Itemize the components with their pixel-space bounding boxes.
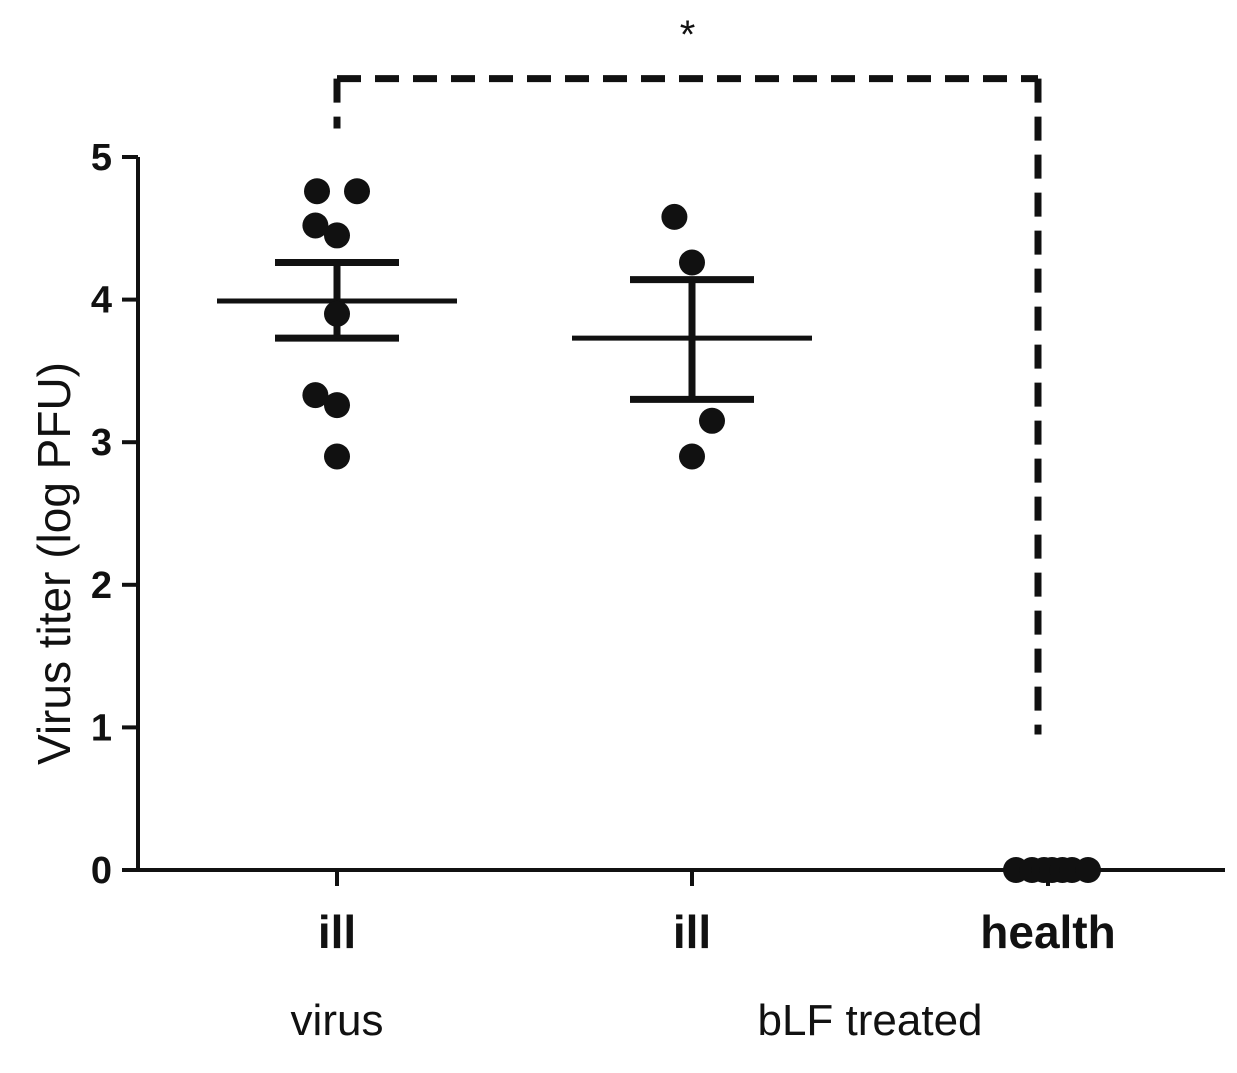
x-tick-label: ill <box>318 906 356 958</box>
data-point <box>324 300 350 327</box>
data-point <box>324 392 350 419</box>
data-point <box>324 443 350 470</box>
data-point <box>344 178 370 205</box>
data-point <box>699 407 725 434</box>
y-axis-title: Virus titer (log PFU) <box>28 362 80 765</box>
y-tick-label: 2 <box>91 565 112 607</box>
data-point <box>1075 857 1101 883</box>
group-label: virus <box>291 996 384 1045</box>
y-tick-label: 1 <box>91 707 112 749</box>
data-point <box>324 222 350 249</box>
y-tick-label: 3 <box>91 422 112 464</box>
y-tick-label: 0 <box>91 850 112 892</box>
data-point <box>679 443 705 470</box>
y-tick-label: 4 <box>91 280 112 322</box>
data-point <box>661 203 688 230</box>
y-tick-label: 5 <box>91 137 112 179</box>
significance-label: * <box>680 13 696 57</box>
data-point <box>304 178 330 205</box>
x-tick-label: ill <box>673 906 711 958</box>
data-point <box>302 212 329 239</box>
group-label: bLF treated <box>757 996 982 1045</box>
x-tick-label: health <box>980 906 1115 958</box>
data-point <box>302 382 329 409</box>
data-point <box>679 249 705 276</box>
